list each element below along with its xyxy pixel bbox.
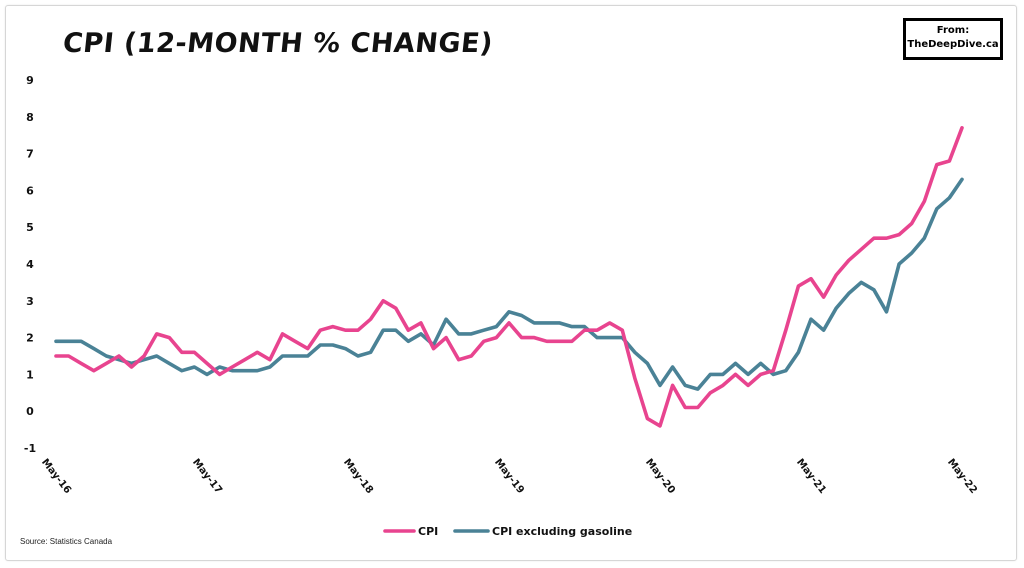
x-tick-label: May-16 [39, 457, 73, 496]
badge-line-1: From: [936, 25, 970, 36]
y-tick-label: 9 [26, 74, 34, 87]
x-tick-label: May-22 [945, 457, 979, 496]
x-tick-label: May-20 [643, 457, 677, 496]
y-tick-label: 8 [26, 111, 34, 124]
y-tick-label: -1 [24, 442, 36, 455]
badge-line-2: TheDeepDive.ca [907, 39, 999, 50]
legend-label: CPI [418, 525, 438, 538]
x-tick-label: May-18 [341, 457, 375, 496]
y-tick-label: 5 [26, 221, 34, 234]
legend: CPI CPI excluding gasoline [383, 525, 632, 538]
legend-label: CPI excluding gasoline [492, 525, 632, 538]
y-tick-label: 0 [26, 405, 34, 418]
y-tick-label: 2 [26, 332, 34, 345]
source-badge: From: TheDeepDive.ca [903, 18, 1003, 60]
x-tick-label: May-19 [492, 457, 526, 496]
axes: -1 0 1 2 3 4 5 6 7 8 9 May-16 May-17 May-18 May-19 May-… [24, 74, 979, 496]
y-tick-label: 1 [26, 368, 34, 381]
series-lines [54, 126, 964, 428]
y-tick-label: 3 [26, 295, 34, 308]
series-line-cpi-ex-gasoline [54, 177, 964, 391]
y-tick-label: 4 [26, 258, 34, 271]
chart-frame [5, 5, 1017, 561]
y-tick-label: 7 [26, 148, 34, 161]
source-note: Source: Statistics Canada [20, 537, 113, 546]
y-tick-label: 6 [26, 184, 34, 197]
x-tick-label: May-17 [190, 457, 224, 496]
series-line-cpi [54, 126, 964, 428]
x-tick-label: May-21 [794, 457, 828, 496]
